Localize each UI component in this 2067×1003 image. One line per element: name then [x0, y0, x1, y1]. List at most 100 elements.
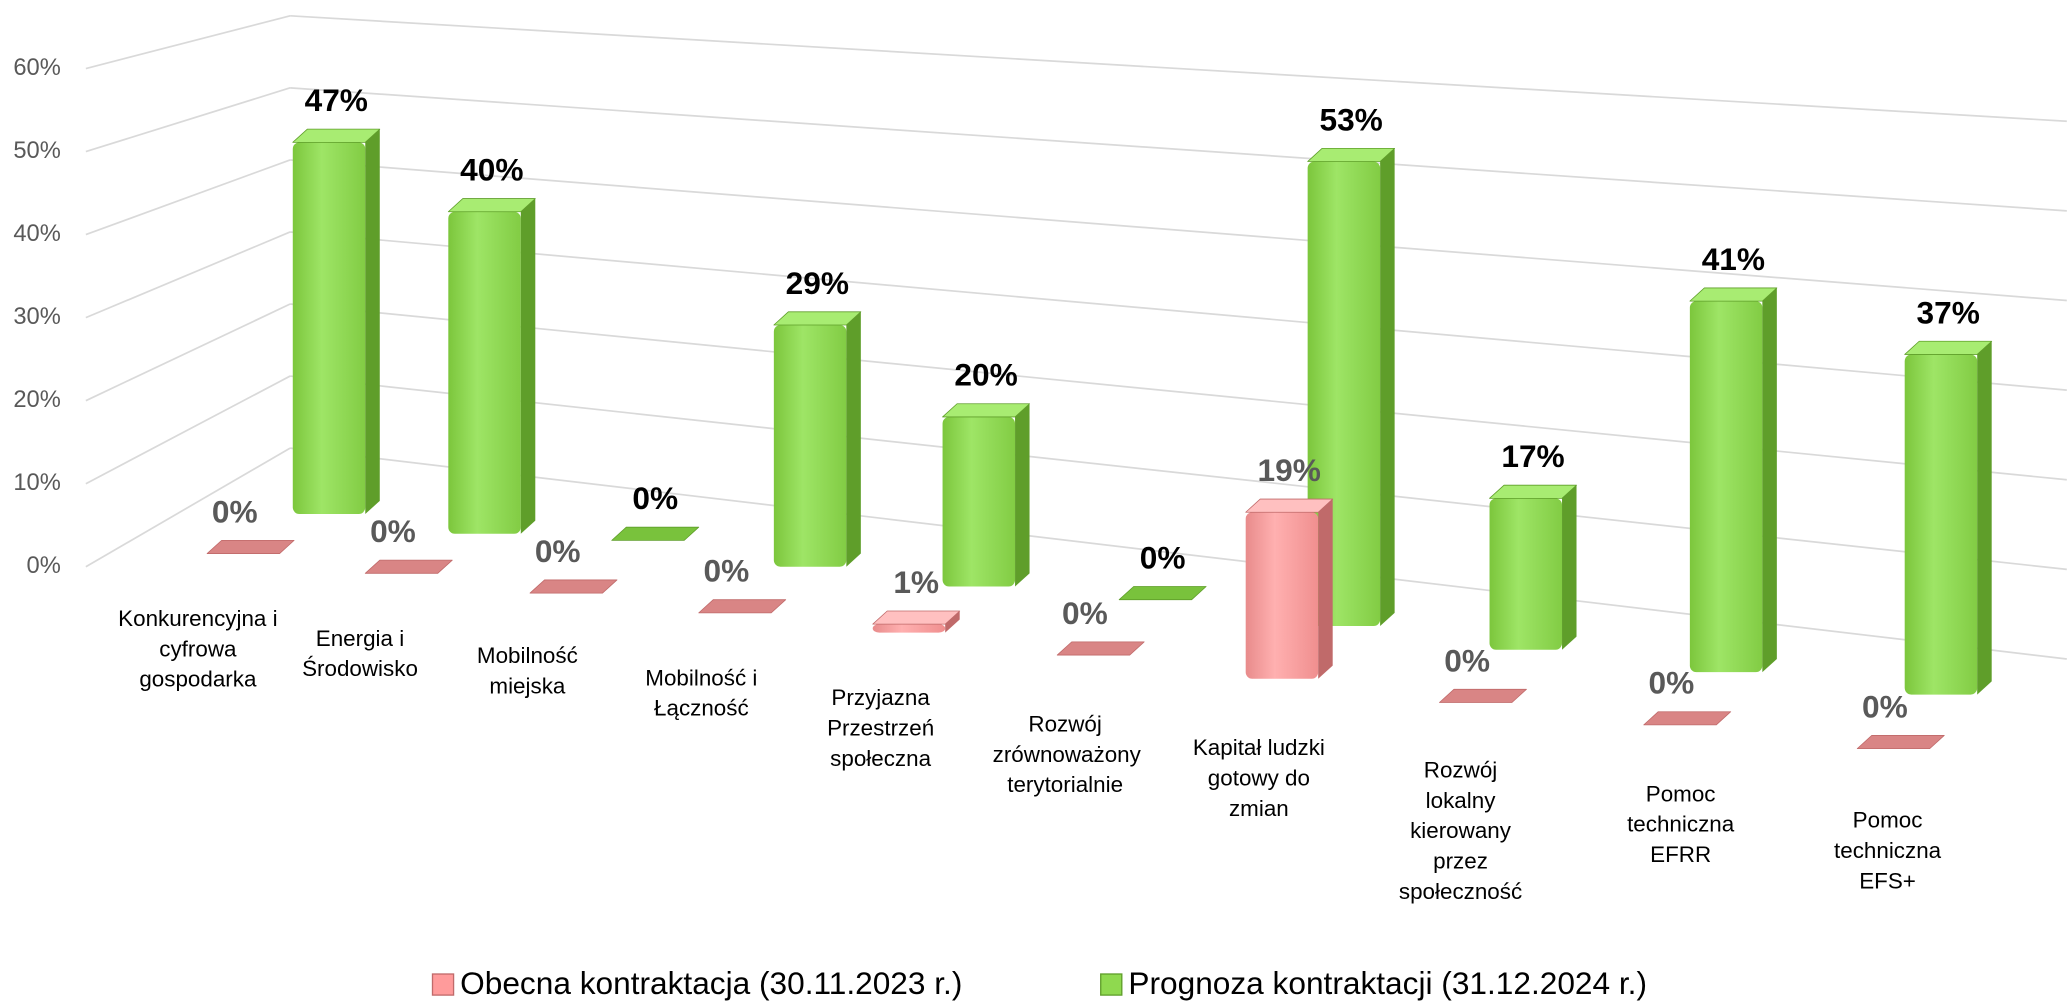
data-label: 0% — [704, 553, 750, 589]
grid-line — [85, 14, 291, 70]
data-label: 0% — [1140, 540, 1186, 576]
data-label: 17% — [1501, 438, 1564, 474]
bar-top — [1904, 340, 1993, 355]
bar-side — [945, 610, 960, 633]
legend-label: Obecna kontraktacja (30.11.2023 r.) — [460, 965, 962, 1001]
grid-line — [290, 159, 2067, 302]
bar-top — [447, 198, 536, 213]
x-label-box: Rozwój zrównoważony terytorialnie — [992, 711, 1141, 798]
x-tick-label: Mobilność miejska — [476, 643, 578, 699]
data-label: 0% — [1444, 642, 1490, 678]
data-label: 19% — [1258, 452, 1321, 488]
bar-top — [1307, 147, 1396, 162]
x-label-box: Przyjazna Przestrzeń społeczna — [827, 685, 935, 772]
bar-top — [1689, 287, 1778, 302]
bar-top — [611, 526, 700, 541]
bar-side — [1562, 485, 1577, 650]
legend-swatch — [1100, 973, 1123, 996]
bar — [1489, 484, 1577, 650]
bar-side — [1318, 499, 1333, 679]
bar — [1245, 498, 1334, 679]
bar-top — [1245, 498, 1334, 513]
bar-side — [846, 311, 861, 567]
bar-side — [1762, 287, 1777, 673]
bar — [206, 539, 295, 554]
bar — [364, 559, 453, 574]
x-tick-label: Pomoc techniczna EFRR — [1627, 781, 1735, 868]
bar-side — [1015, 403, 1030, 587]
bar-top — [206, 539, 295, 554]
data-label: 20% — [954, 357, 1017, 393]
grid-line — [85, 375, 291, 485]
y-tick-label: 20% — [13, 387, 60, 413]
data-label: 0% — [1062, 595, 1108, 631]
x-label-box: Mobilność miejska — [476, 643, 578, 699]
grid-line — [85, 87, 291, 153]
y-tick-label: 0% — [27, 553, 61, 579]
x-label-box: Konkurencyjna i cyfrowa gospodarka — [118, 606, 277, 692]
bar-side — [1977, 341, 1992, 695]
bar-top — [1439, 688, 1527, 703]
bar — [872, 610, 961, 633]
bar-top — [1118, 586, 1207, 601]
grid-line — [290, 87, 2067, 212]
data-label: 29% — [786, 265, 849, 301]
bar-front — [1245, 512, 1319, 679]
bar-front — [1904, 354, 1978, 695]
data-label: 41% — [1702, 241, 1765, 277]
x-label-box: Kapitał ludzki gotowy do zmian — [1192, 735, 1325, 822]
data-label: 0% — [535, 533, 581, 569]
bar — [1904, 340, 1993, 695]
bar-front — [1489, 498, 1563, 650]
data-label: 40% — [460, 152, 523, 188]
data-label: 53% — [1319, 101, 1382, 137]
bar — [1856, 735, 1945, 750]
x-tick-label: Rozwój zrównoważony terytorialnie — [992, 711, 1141, 798]
legend-label: Prognoza kontraktacji (31.12.2024 r.) — [1128, 965, 1647, 1001]
grid-line — [290, 14, 2067, 123]
bar-side — [520, 198, 536, 534]
data-label: 0% — [1862, 688, 1908, 724]
bar — [292, 128, 381, 515]
x-label-box: Pomoc techniczna EFS+ — [1834, 808, 1941, 894]
bar — [698, 599, 787, 614]
x-tick-label: Energia i Środowisko — [302, 626, 418, 682]
bar-front — [773, 324, 847, 567]
bar — [773, 311, 862, 567]
y-tick-label: 60% — [13, 55, 60, 81]
bar-top — [872, 610, 961, 625]
y-tick-label: 10% — [13, 470, 60, 496]
grid-line — [85, 231, 291, 319]
bar — [1439, 688, 1527, 703]
bar-top — [698, 599, 787, 614]
bar-front — [1689, 301, 1763, 673]
y-tick-label: 30% — [13, 304, 60, 330]
bar — [529, 579, 618, 594]
x-tick-label: Rozwój lokalny kierowany przez społeczno… — [1398, 757, 1523, 905]
grid-line — [85, 159, 291, 236]
bar-front — [942, 416, 1016, 587]
x-tick-label: Kapitał ludzki gotowy do zmian — [1192, 735, 1325, 822]
bar-front — [292, 142, 366, 515]
y-tick-label: 40% — [13, 221, 60, 247]
data-label: 47% — [305, 82, 368, 118]
bar — [1056, 641, 1145, 656]
bar-top — [529, 579, 618, 594]
data-label: 0% — [1649, 665, 1695, 701]
data-label: 1% — [893, 564, 939, 600]
bar-top — [1056, 641, 1145, 656]
bar-top — [1643, 711, 1732, 726]
grid-line — [290, 231, 2067, 391]
y-tick-label: 50% — [13, 138, 60, 164]
bar-side — [1380, 148, 1395, 627]
x-tick-label: Przyjazna Przestrzeń społeczna — [827, 685, 935, 772]
x-label-box: Mobilność i Łączność — [645, 666, 757, 721]
bar — [942, 403, 1030, 587]
bar-top — [364, 559, 453, 574]
bar-top — [1856, 735, 1945, 750]
grid-line — [290, 303, 2067, 481]
bar — [1689, 287, 1778, 673]
bar-top — [942, 403, 1030, 418]
